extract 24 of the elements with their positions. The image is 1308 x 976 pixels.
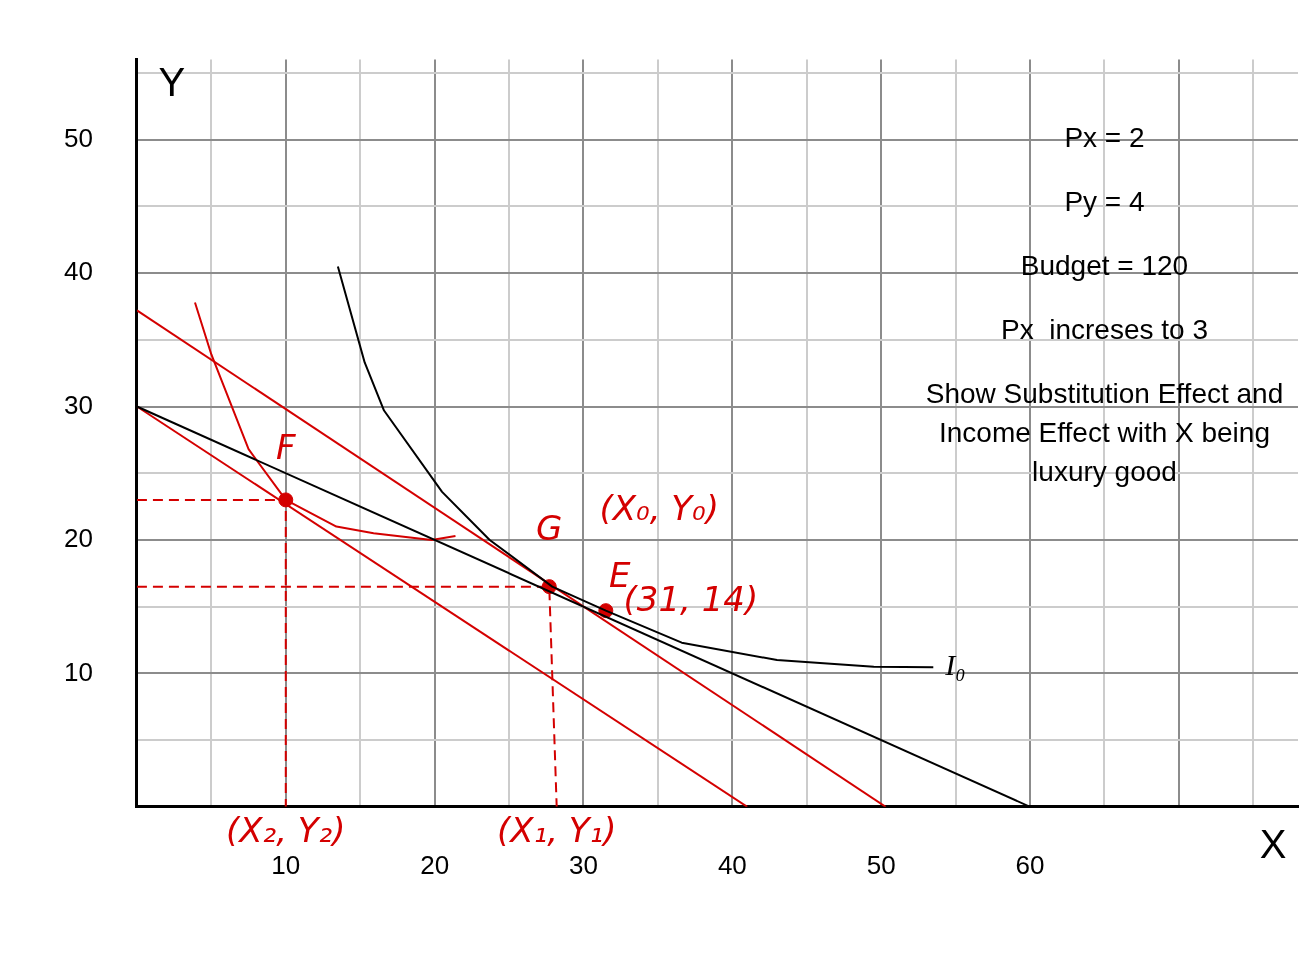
annotation: Py = 4 [1064, 186, 1145, 218]
y-tick-label: 10 [64, 656, 93, 687]
annotation: (X₁, Y₁) [496, 809, 617, 850]
x-axis-title: X [1259, 821, 1287, 866]
y-tick-label: 40 [64, 256, 93, 287]
x-tick-label: 20 [420, 849, 450, 880]
annotation: (X₂, Y₂) [226, 809, 346, 850]
x-tick-label: 40 [717, 849, 747, 880]
y-tick-label: 20 [64, 523, 93, 554]
annotation: Budget = 120 [1020, 250, 1189, 282]
x-tick-label: 50 [866, 849, 896, 880]
annotation: G [536, 508, 563, 549]
x-tick-label: 10 [271, 849, 301, 880]
x-tick-label: 60 [1015, 849, 1045, 880]
annotation: Px = 2 [1064, 122, 1145, 154]
y-axis-title: Y [158, 59, 186, 104]
annotation: F [276, 426, 296, 467]
y-tick-label: 50 [64, 122, 93, 153]
x-tick-label: 30 [569, 849, 598, 880]
annotation: (X₀, Y₀) [599, 488, 719, 529]
annotation: Px increses to 3 [1000, 314, 1208, 346]
y-tick-label: 30 [64, 389, 93, 420]
annotation: Show Substitution Effect and Income Effect with X being luxury good [925, 378, 1284, 488]
series-label: I₀ [944, 648, 966, 682]
